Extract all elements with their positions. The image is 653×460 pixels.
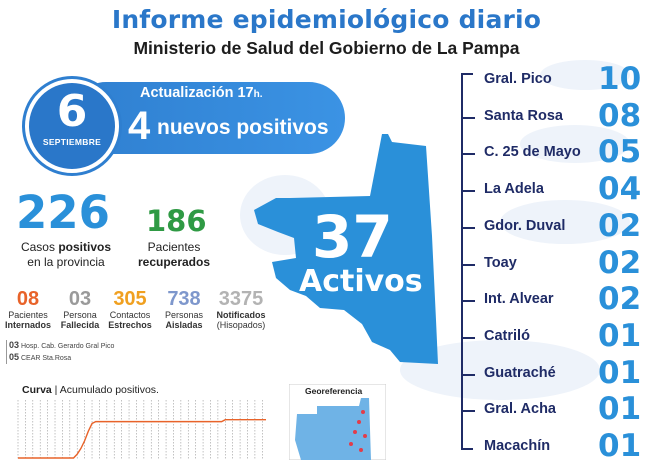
stat-value: 305 (113, 288, 147, 310)
positive-total-label: Casos positivos en la provincia (20, 240, 112, 269)
active-cases-label: Activos (299, 264, 423, 299)
locality-count: 01 (598, 354, 642, 391)
locality-name: Guatraché (484, 364, 556, 381)
locality-name: Gral. Pico (484, 71, 552, 87)
stat-fallecida: 03 Persona Fallecida (58, 288, 102, 331)
locality-count: 02 (598, 281, 642, 318)
georeference-title: Georeferencia (305, 386, 363, 396)
locality-count: 01 (598, 317, 642, 354)
locality-tick (461, 410, 475, 413)
page-subtitle: Ministerio de Salud del Gobierno de La P… (133, 38, 520, 58)
stat-value: 3375 (218, 288, 264, 310)
note-row: 05 CEAR Sta.Rosa (9, 352, 72, 362)
stat-value: 08 (16, 288, 40, 310)
date-month: SEPTIEMBRE (42, 137, 102, 147)
locality-count: 08 (598, 97, 642, 134)
locality-count: 02 (598, 244, 642, 281)
new-cases-label: nuevos positivos (157, 116, 329, 139)
stat-label: Contactos Estrechos (108, 310, 152, 330)
locality-count: 01 (598, 391, 642, 428)
locality-tick (461, 226, 475, 229)
geo-case-dot (349, 442, 353, 446)
background-disc (500, 200, 630, 244)
stat-label: Persona Fallecida (60, 310, 100, 330)
georeference-map (289, 384, 386, 460)
locality-name: Catriló (484, 327, 530, 344)
locality-count: 04 (598, 171, 642, 208)
locality-name: Gdor. Duval (484, 217, 566, 234)
date-badge-inner (29, 83, 115, 169)
locality-count: 02 (598, 207, 642, 244)
locality-name: La Adela (484, 181, 544, 198)
note-row: 03 Hosp. Cab. Gerardo Gral Pico (9, 340, 115, 350)
chart-title: Curva | Acumulado positivos. (22, 384, 159, 396)
locality-name: Macachín (484, 438, 551, 454)
la-pampa-map (254, 134, 438, 364)
stat-label: Notificados (Hisopados) (216, 310, 266, 330)
locality-count: 10 (598, 61, 642, 97)
locality-count: 01 (598, 428, 642, 460)
stat-internados: 08 Pacientes Internados (4, 288, 52, 331)
stat-notificados: 3375 Notificados (Hisopados) (210, 288, 272, 331)
locality-name: Toay (484, 254, 517, 271)
locality-tick (461, 153, 475, 156)
geo-case-dot (363, 434, 367, 438)
locality-tick (461, 116, 475, 119)
stat-value: 03 (68, 288, 92, 310)
background-disc (520, 125, 630, 163)
update-label: Actualización 17h. (140, 85, 263, 101)
geo-case-dot (353, 430, 357, 434)
stat-aisladas: 738 Personas Aisladas (160, 288, 208, 331)
chart-series-line (18, 419, 266, 459)
curve-chart (17, 400, 266, 460)
locality-tick (461, 263, 475, 266)
locality-count: 05 (598, 134, 642, 171)
date-day: 6 (56, 86, 88, 137)
stat-label: Pacientes Internados (4, 310, 51, 330)
geo-case-dot (359, 448, 363, 452)
recovered-total: 186 (146, 204, 207, 238)
locality-tick (461, 373, 475, 376)
geo-case-dot (357, 420, 361, 424)
hospital-notes: 03 Hosp. Cab. Gerardo Gral Pico 05 CEAR … (6, 340, 114, 364)
locality-name: C. 25 de Mayo (484, 144, 581, 161)
locality-name: Int. Alvear (484, 291, 554, 308)
localities-bracket (461, 73, 473, 450)
positive-total: 226 (16, 186, 110, 239)
active-cases-value: 37 (312, 203, 393, 271)
locality-tick (461, 190, 475, 193)
new-cases-value: 4 (128, 104, 151, 148)
locality-tick (461, 300, 475, 303)
stat-contactos: 305 Contactos Estrechos (106, 288, 154, 331)
locality-tick (461, 336, 475, 339)
stat-value: 738 (167, 288, 201, 310)
province-shape (254, 134, 438, 364)
background-disc (540, 60, 630, 90)
locality-name: Santa Rosa (484, 107, 563, 124)
recovered-total-label: Pacientes recuperados (137, 240, 211, 269)
locality-name: Gral. Acha (484, 401, 556, 418)
page-title: Informe epidemiológico diario (111, 5, 542, 34)
stat-label: Personas Aisladas (164, 310, 204, 330)
geo-case-dot (361, 410, 365, 414)
